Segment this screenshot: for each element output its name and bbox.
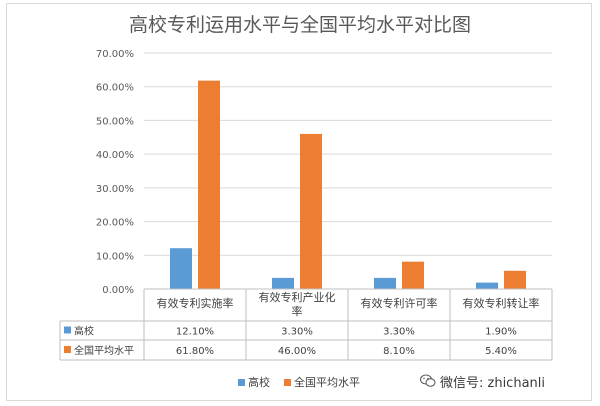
category-label: 率 [292,304,303,318]
table-legend-key-gaoxiao [64,326,71,334]
chart-title: 高校专利运用水平与全国平均水平对比图 [128,14,471,36]
category-label: 有效专利转让率 [463,296,540,310]
category-label: 有效专利许可率 [361,296,438,310]
data-label: 3.30% [383,327,415,338]
data-label: 46.00% [278,346,316,357]
y-tick-label: 50.00% [96,116,134,127]
category-label: 有效专利实施率 [157,296,234,310]
y-tick-label: 60.00% [96,83,134,94]
legend-label-national: 全国平均水平 [294,376,360,389]
chart-frame [6,3,592,401]
data-label: 1.90% [485,327,517,338]
bar-gaoxiao-1 [170,248,192,289]
data-label: 3.30% [281,327,313,338]
data-label: 12.10% [176,327,214,338]
y-tick-label: 0.00% [102,285,134,296]
bar-gaoxiao-2 [272,277,294,289]
legend-item-national: 全国平均水平 [284,374,360,390]
table-series-name-gaoxiao: 高校 [74,325,94,338]
watermark: 微信号: zhichanli [420,372,546,391]
bar-gaoxiao-3 [374,277,396,289]
bar-national-3 [402,261,424,289]
table-series-name-national: 全国平均水平 [74,344,134,357]
y-tick-label: 20.00% [96,218,134,229]
category-label: 有效专利产业化 [259,290,336,304]
y-tick-label: 10.00% [96,251,134,262]
data-label: 61.80% [176,346,214,357]
legend-item-gaoxiao: 高校 [238,374,270,390]
chart-legend: 高校 全国平均水平 [238,375,374,389]
bar-national-2 [300,133,322,289]
legend-swatch-national [284,378,291,386]
data-label: 5.40% [485,346,517,357]
legend-swatch-gaoxiao [238,378,245,386]
bar-national-4 [504,270,526,289]
table-legend-key-national [64,346,71,353]
y-tick-label: 30.00% [96,184,134,195]
watermark-text: 微信号: zhichanli [440,375,546,391]
legend-label-gaoxiao: 高校 [248,376,270,389]
y-tick-label: 40.00% [96,150,134,161]
bar-national-1 [198,80,220,289]
y-tick-label: 70.00% [96,49,134,60]
wechat-icon [420,374,436,387]
data-label: 8.10% [383,346,415,357]
bar-gaoxiao-4 [476,282,498,289]
